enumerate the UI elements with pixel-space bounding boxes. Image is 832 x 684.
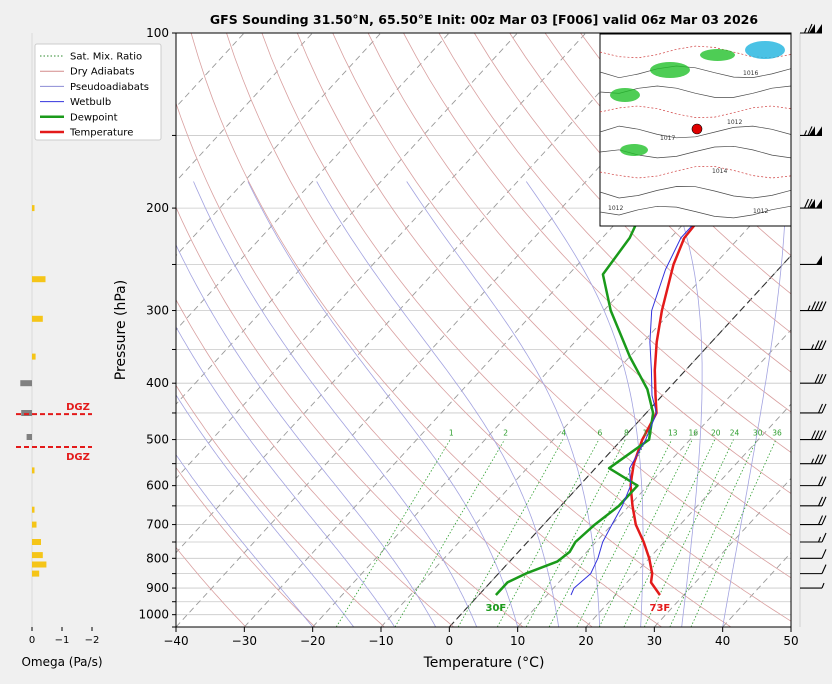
inset-precip (610, 88, 640, 102)
y-tick-label: 1000 (138, 608, 169, 622)
surface-temperature-label: 73F (650, 603, 671, 614)
omega-bar (32, 276, 46, 282)
legend-entry-label: Sat. Mix. Ratio (70, 52, 142, 63)
omega-bar (32, 552, 43, 558)
x-tick-label: 30 (647, 634, 662, 648)
mixing-ratio-label: 2 (503, 429, 508, 438)
mixing-ratio-label: 24 (730, 429, 740, 438)
inset-precip (650, 62, 690, 78)
inset-precip (745, 41, 785, 59)
x-axis-label: Temperature (°C) (423, 655, 545, 671)
omega-bar (32, 507, 35, 513)
inset-precip (620, 144, 648, 156)
dgz-label: DGZ (66, 452, 90, 463)
x-tick-label: 40 (715, 634, 730, 648)
omega-tick-label: −1 (55, 635, 70, 646)
legend-entry-label: Pseudoadiabats (70, 82, 149, 93)
y-tick-label: 100 (146, 26, 169, 40)
y-tick-label: 900 (146, 581, 169, 595)
legend-entry-label: Dry Adiabats (70, 67, 134, 78)
legend-entry-label: Temperature (69, 128, 133, 139)
mixing-ratio-label: 6 (598, 429, 603, 438)
mixing-ratio-label: 10 (643, 429, 653, 438)
y-tick-label: 400 (146, 376, 169, 390)
inset-isobar-label: 1012 (727, 119, 742, 126)
mixing-ratio-label: 36 (772, 429, 782, 438)
dgz-label: DGZ (66, 402, 90, 413)
y-tick-label: 600 (146, 479, 169, 493)
mixing-ratio-label: 8 (624, 429, 629, 438)
mixing-ratio-label: 16 (689, 429, 699, 438)
omega-tick-label: 0 (29, 635, 35, 646)
x-tick-label: −10 (368, 634, 393, 648)
omega-bar (32, 205, 35, 211)
inset-isobar-label: 1014 (712, 168, 727, 175)
x-tick-label: −30 (232, 634, 257, 648)
mixing-ratio-label: 20 (711, 429, 721, 438)
y-tick-label: 500 (146, 433, 169, 447)
inset-isobar-label: 1017 (660, 135, 675, 142)
inset-isobar-label: 1016 (743, 70, 758, 77)
legend-entry-label: Wetbulb (70, 97, 111, 108)
surface-dewpoint-label: 30F (486, 603, 507, 614)
x-tick-label: 20 (578, 634, 593, 648)
x-tick-label: 10 (510, 634, 525, 648)
omega-bar (32, 354, 36, 360)
x-tick-label: 0 (446, 634, 454, 648)
omega-bar (32, 467, 35, 473)
mixing-ratio-label: 30 (753, 429, 763, 438)
y-tick-label: 700 (146, 518, 169, 532)
omega-bar (32, 562, 46, 568)
chart-title: GFS Sounding 31.50°N, 65.50°E Init: 00z … (210, 12, 758, 27)
legend: Sat. Mix. Ratio Dry Adiabats Pseudoadiabat… (35, 44, 161, 140)
omega-bar (21, 410, 32, 416)
omega-bar (27, 434, 32, 440)
inset-precip (700, 49, 735, 61)
x-tick-label: 50 (783, 634, 798, 648)
legend-entry-label: Dewpoint (70, 112, 118, 123)
mixing-ratio-label: 13 (668, 429, 678, 438)
omega-bar (32, 571, 39, 577)
omega-bar (32, 539, 41, 545)
omega-bar (20, 380, 32, 386)
omega-axis-label: Omega (Pa/s) (21, 655, 102, 669)
mixing-ratio-label: 1 (449, 429, 454, 438)
omega-bar (32, 316, 43, 322)
inset-isobar-label: 1012 (608, 205, 623, 212)
y-tick-label: 300 (146, 304, 169, 318)
inset-isobar-label: 1012 (753, 208, 768, 215)
x-tick-label: −40 (163, 634, 188, 648)
inset-map: 1012 1016 1014 1012 1012 1017 (600, 34, 791, 226)
omega-bar (32, 522, 37, 528)
y-tick-label: 800 (146, 551, 169, 565)
mixing-ratio-label: 4 (561, 429, 566, 438)
y-axis-label: Pressure (hPa) (113, 280, 129, 380)
omega-tick-label: −2 (85, 635, 100, 646)
x-tick-label: −20 (300, 634, 325, 648)
y-tick-label: 200 (146, 201, 169, 215)
inset-location-marker (692, 124, 702, 134)
